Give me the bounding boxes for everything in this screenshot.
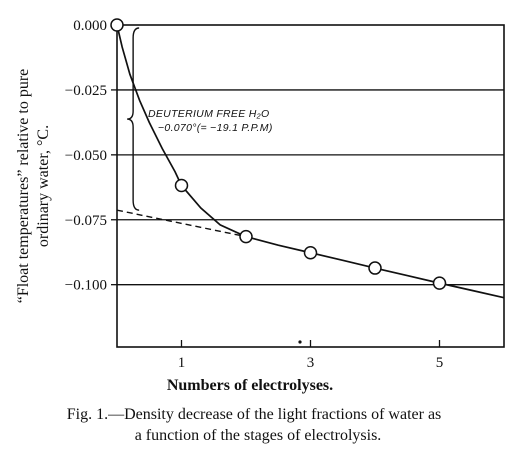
y-axis-label-line-1: “Float temperatures” relative to pure	[15, 69, 32, 304]
data-layer	[110, 18, 505, 299]
extrapolation-line	[116, 209, 247, 238]
data-point-0	[110, 18, 124, 32]
x-axis-label: Numbers of electrolyses.	[167, 377, 333, 394]
data-point-3	[303, 245, 318, 260]
series-curve	[116, 24, 505, 299]
data-point-1	[174, 178, 189, 193]
annotation-line-2: −0.070°(= −19.1 P.P.M)	[158, 122, 273, 134]
y-tick-label-4: −0.100	[65, 278, 107, 294]
data-point-2	[239, 229, 253, 244]
y-tick-label-2: −0.050	[65, 148, 107, 164]
caption-line-2: a function of the stages of electrolysis…	[135, 427, 382, 444]
bracket	[127, 27, 140, 211]
x-tick-label-0: 1	[178, 355, 186, 371]
y-tick-label-0: 0.000	[73, 18, 107, 34]
annotation-line-1: DEUTERIUM FREE H₂O	[148, 108, 269, 120]
y-tick-label-3: −0.075	[65, 213, 107, 229]
axis-layer: 0.000 −0.025 −0.050 −0.075 −0.100 1 3 5	[65, 18, 443, 371]
x-tick-label-2: 5	[436, 355, 444, 371]
y-tick-label-1: −0.025	[65, 83, 107, 99]
caption-line-1: Fig. 1.—Density decrease of the light fr…	[67, 406, 442, 423]
stray-dot	[298, 340, 302, 344]
data-point-5	[432, 276, 447, 290]
data-point-4	[368, 261, 382, 275]
y-axis-label-line-2: ordinary water, °C.	[35, 125, 52, 247]
x-tick-label-1: 3	[307, 355, 315, 371]
